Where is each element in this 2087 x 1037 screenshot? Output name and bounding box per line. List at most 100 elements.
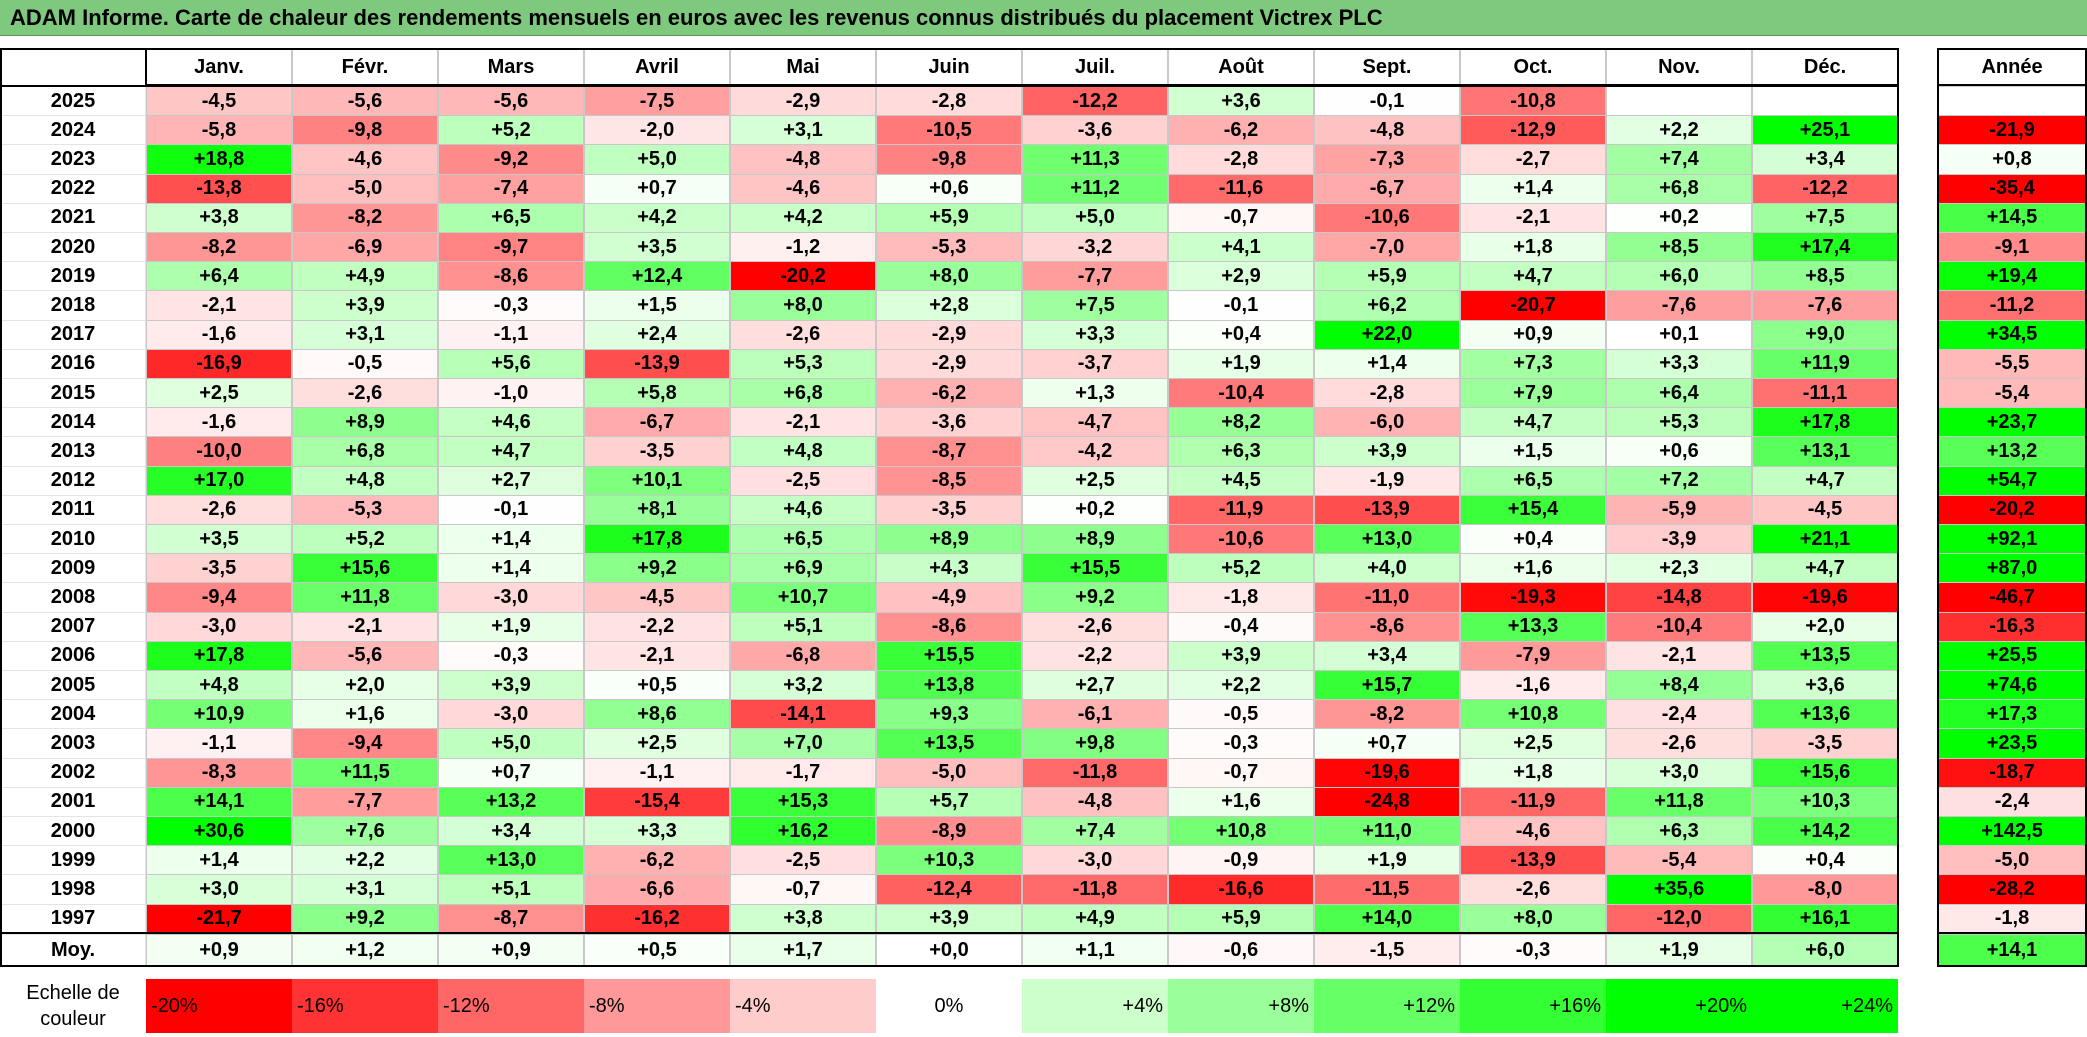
heatmap-cell: -2,8 [1314, 378, 1460, 409]
heatmap-cell: -20,2 [730, 261, 876, 292]
annual-cell: -16,3 [1938, 611, 2086, 642]
heatmap-cell: -8,6 [438, 261, 584, 292]
heatmap-cell: -5,6 [438, 86, 584, 117]
heatmap-cell: +6,3 [1168, 436, 1314, 467]
heatmap-cell: -0,3 [1168, 728, 1314, 759]
heatmap-cell: +7,5 [1022, 290, 1168, 321]
heatmap-cell: -6,9 [292, 232, 438, 263]
heatmap-cell: +1,9 [1168, 348, 1314, 379]
average-cell: -0,6 [1168, 934, 1314, 966]
heatmap-cell: +0,4 [1752, 845, 1898, 876]
month-header: Juin [876, 49, 1022, 85]
heatmap-cell: -11,9 [1460, 786, 1606, 817]
heatmap-cell: -2,1 [730, 407, 876, 438]
year-label: 2017 [0, 319, 146, 350]
heatmap-cell: +11,9 [1752, 348, 1898, 379]
heatmap-cell: -12,2 [1752, 173, 1898, 204]
heatmap-cell: -7,7 [1022, 261, 1168, 292]
heatmap-cell: +13,1 [1752, 436, 1898, 467]
heatmap-cell: -1,1 [146, 728, 292, 759]
heatmap-cell: -11,8 [1022, 757, 1168, 788]
heatmap-cell: -2,0 [584, 115, 730, 146]
heatmap-cell: -6,0 [1314, 407, 1460, 438]
heatmap-cell: +4,2 [730, 202, 876, 233]
heatmap-cell: +7,3 [1460, 348, 1606, 379]
heatmap-cell: +9,3 [876, 699, 1022, 730]
heatmap-cell: -10,6 [1314, 202, 1460, 233]
heatmap-cell: -2,6 [1022, 611, 1168, 642]
average-cell: +1,7 [730, 934, 876, 966]
heatmap-cell: +3,8 [730, 903, 876, 934]
heatmap-cell: +8,5 [1752, 261, 1898, 292]
heatmap-cell: -0,7 [730, 874, 876, 905]
heatmap-cell: +5,0 [1022, 202, 1168, 233]
month-header: Janv. [146, 49, 292, 85]
heatmap-cell: -11,5 [1314, 874, 1460, 905]
annual-cell: +0,8 [1938, 144, 2086, 175]
year-label: 2008 [0, 582, 146, 613]
heatmap-cell: -8,3 [146, 757, 292, 788]
heatmap-cell: -9,4 [292, 728, 438, 759]
heatmap-cell: -13,9 [584, 348, 730, 379]
heatmap-cell: +16,2 [730, 816, 876, 847]
heatmap-cell: -8,7 [876, 436, 1022, 467]
heatmap-cell: +0,5 [584, 670, 730, 701]
year-label: 2007 [0, 611, 146, 642]
heatmap-cell: +11,8 [292, 582, 438, 613]
heatmap-cell: +4,7 [1752, 553, 1898, 584]
heatmap-cell: -7,5 [584, 86, 730, 117]
month-header: Oct. [1460, 49, 1606, 85]
average-cell: -1,5 [1314, 934, 1460, 966]
heatmap-cell: +3,4 [1752, 144, 1898, 175]
heatmap-cell: +13,6 [1752, 699, 1898, 730]
heatmap-cell: +14,1 [146, 786, 292, 817]
heatmap-cell: +1,6 [1168, 786, 1314, 817]
heatmap-cell: -6,2 [876, 378, 1022, 409]
heatmap-cell: -0,9 [1168, 845, 1314, 876]
heatmap-cell: -0,1 [1168, 290, 1314, 321]
heatmap-cell: +2,8 [876, 290, 1022, 321]
heatmap-cell: +1,4 [146, 845, 292, 876]
heatmap-cell: -4,5 [146, 86, 292, 117]
scale-swatch: -8% [584, 979, 730, 1033]
heatmap-cell: -2,2 [1022, 640, 1168, 671]
heatmap-cell: +15,7 [1314, 670, 1460, 701]
heatmap-cell: +1,9 [1314, 845, 1460, 876]
heatmap-cell: +3,3 [584, 816, 730, 847]
heatmap-cell: +8,5 [1606, 232, 1752, 263]
heatmap-cell: +21,1 [1752, 524, 1898, 555]
heatmap-cell: +4,9 [292, 261, 438, 292]
heatmap-cell: -19,3 [1460, 582, 1606, 613]
heatmap-cell: +3,5 [584, 232, 730, 263]
month-header: Sept. [1314, 49, 1460, 85]
heatmap-cell: -3,5 [1752, 728, 1898, 759]
year-label: 1998 [0, 874, 146, 905]
heatmap-cell: +2,5 [1022, 465, 1168, 496]
average-cell: +0,9 [438, 934, 584, 966]
heatmap-cell: +3,6 [1752, 670, 1898, 701]
heatmap-cell: +4,7 [1752, 465, 1898, 496]
average-cell: +1,2 [292, 934, 438, 966]
year-label: 2000 [0, 816, 146, 847]
heatmap-cell: +3,9 [1168, 640, 1314, 671]
heatmap-cell: +17,4 [1752, 232, 1898, 263]
heatmap-cell: -2,8 [876, 86, 1022, 117]
year-label: 2004 [0, 699, 146, 730]
heatmap-cell: -8,2 [146, 232, 292, 263]
heatmap-cell: -7,3 [1314, 144, 1460, 175]
year-label: 2001 [0, 786, 146, 817]
heatmap-cell: +4,6 [730, 494, 876, 525]
annual-cell: +92,1 [1938, 524, 2086, 555]
heatmap-cell: -11,9 [1168, 494, 1314, 525]
heatmap-cell: +5,0 [438, 728, 584, 759]
heatmap-cell: -13,8 [146, 173, 292, 204]
heatmap-cell: -19,6 [1314, 757, 1460, 788]
heatmap-cell: +25,1 [1752, 115, 1898, 146]
heatmap-cell: +0,4 [1168, 319, 1314, 350]
heatmap-cell: -2,1 [292, 611, 438, 642]
heatmap-cell: -4,5 [1752, 494, 1898, 525]
heatmap-cell: +14,0 [1314, 903, 1460, 934]
average-label: Moy. [0, 934, 146, 966]
heatmap-cell: +7,4 [1022, 816, 1168, 847]
chart-title: ADAM Informe. Carte de chaleur des rende… [10, 5, 1383, 30]
